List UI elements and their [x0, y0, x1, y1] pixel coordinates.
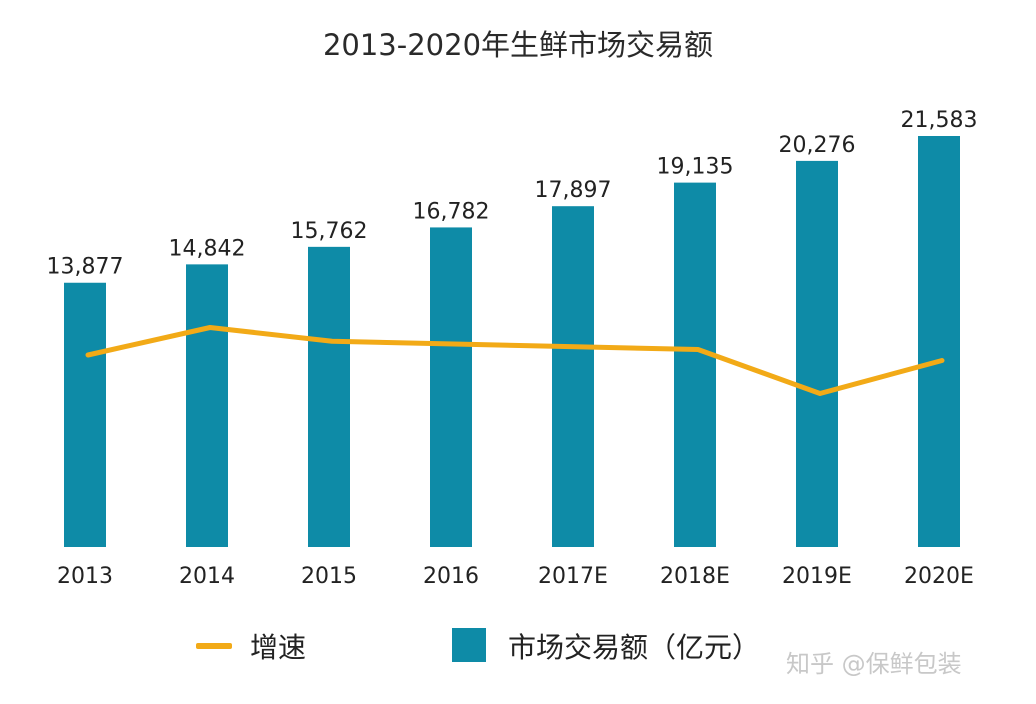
- growth-point-2013: [86, 353, 90, 357]
- bar-2018E: [674, 182, 716, 547]
- chart-legend: 增速 市场交易额（亿元）: [0, 622, 1036, 672]
- legend-label-volume: 市场交易额（亿元）: [508, 631, 761, 664]
- line-layer: [85, 325, 945, 396]
- watermark-text: 知乎 @保鲜包装: [786, 650, 962, 678]
- x-tick-label-2013: 2013: [57, 564, 113, 589]
- chart-title: 2013-2020年生鲜市场交易额: [322, 28, 714, 62]
- x-tick-label-2015: 2015: [301, 564, 357, 589]
- data-label-2017E: 17,897: [535, 178, 612, 203]
- bar-2013: [64, 282, 106, 547]
- labels-layer: 13,877 2013 14,842 2014 15,762 2015 16,782 2016…: [47, 108, 978, 589]
- growth-point-2015: [330, 339, 334, 343]
- x-tick-label-2019E: 2019E: [782, 564, 852, 589]
- growth-line: [85, 325, 945, 396]
- legend-swatch-volume: [452, 628, 486, 662]
- data-label-2014: 14,842: [169, 236, 246, 261]
- x-tick-label-2020E: 2020E: [904, 564, 974, 589]
- growth-point-2017E: [574, 345, 578, 349]
- x-tick-label-2016: 2016: [423, 564, 479, 589]
- bar-2014: [186, 264, 228, 547]
- bar-2016: [430, 227, 472, 547]
- growth-point-2016: [452, 342, 456, 346]
- growth-point-2019E: [818, 392, 822, 395]
- data-label-2015: 15,762: [291, 219, 368, 244]
- x-tick-label-2018E: 2018E: [660, 564, 730, 589]
- data-label-2018E: 19,135: [657, 155, 734, 180]
- data-label-2013: 13,877: [47, 255, 124, 280]
- legend-swatch-growth: [196, 643, 232, 649]
- bar-2017E: [552, 206, 594, 547]
- growth-point-2014: [208, 326, 212, 329]
- bars-layer: [64, 136, 960, 547]
- data-label-2020E: 21,583: [901, 108, 978, 133]
- data-label-2019E: 20,276: [779, 133, 856, 158]
- growth-point-2018E: [696, 348, 700, 351]
- bar-2015: [308, 246, 350, 547]
- x-tick-label-2017E: 2017E: [538, 564, 608, 589]
- x-tick-label-2014: 2014: [179, 564, 235, 589]
- data-label-2016: 16,782: [413, 199, 490, 224]
- legend-label-growth: 增速: [250, 631, 307, 664]
- bar-2020E: [918, 136, 960, 547]
- growth-point-2020E: [940, 359, 944, 362]
- bar-2019E: [796, 160, 838, 547]
